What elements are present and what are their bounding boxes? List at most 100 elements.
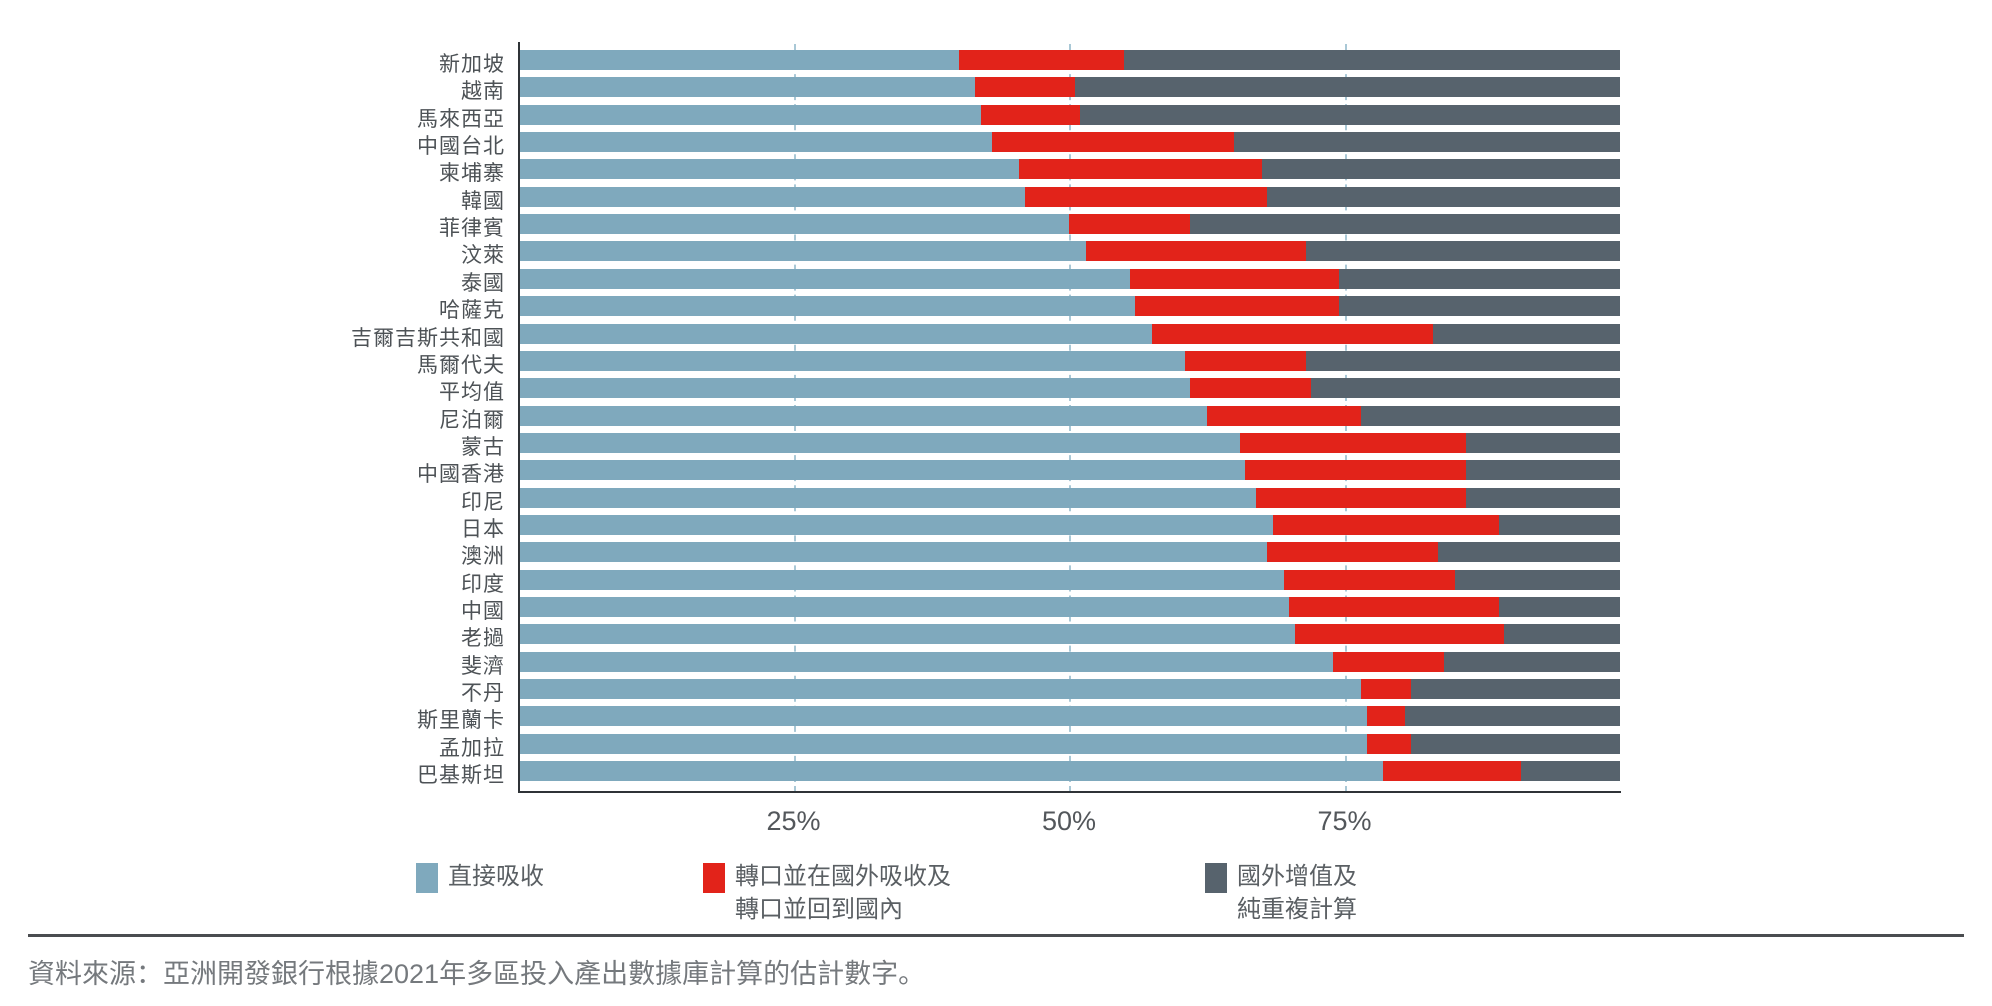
legend-label-foreign: 國外增值及 純重複計算 (1237, 863, 1357, 923)
row-label: 吉爾吉斯共和國 (351, 326, 505, 350)
bar-segment-direct (518, 378, 1191, 399)
bar-row: 柬埔寨 (0, 155, 1992, 185)
bar-track (518, 542, 1620, 563)
row-label: 平均值 (439, 381, 505, 405)
bar-row: 吉爾吉斯共和國 (0, 320, 1992, 350)
row-label: 尼泊爾 (439, 408, 505, 432)
bar-segment-reexport (1289, 597, 1499, 617)
legend-label-direct: 直接吸收 (448, 863, 544, 890)
row-label: 汶萊 (461, 244, 505, 268)
bar-track (518, 651, 1620, 672)
bar-segment-foreign (1410, 733, 1620, 754)
bar-row: 中國台北 (0, 128, 1992, 158)
row-label: 新加坡 (439, 53, 505, 76)
row-label: 日本 (461, 517, 505, 541)
bar-segment-direct (518, 706, 1367, 727)
row-label: 澳洲 (461, 545, 505, 569)
bar-track (518, 597, 1620, 617)
bar-row: 印尼 (0, 484, 1992, 514)
bar-segment-foreign (1438, 542, 1620, 563)
bar-row: 斐濟 (0, 648, 1992, 678)
bar-row: 馬來西亞 (0, 101, 1992, 131)
bar-track (518, 77, 1620, 98)
bar-segment-direct (518, 460, 1246, 481)
bar-row: 哈薩克 (0, 292, 1992, 322)
bar-row: 越南 (0, 73, 1992, 103)
bar-segment-direct (518, 651, 1334, 672)
bar-segment-reexport (1245, 460, 1466, 481)
row-label: 越南 (461, 80, 505, 104)
row-label: 斐濟 (461, 654, 505, 678)
bar-segment-direct (518, 405, 1207, 426)
bar-segment-reexport (1069, 214, 1191, 235)
row-label: 蒙古 (461, 435, 505, 459)
bar-segment-direct (518, 487, 1257, 508)
bar-segment-foreign (1080, 104, 1620, 125)
bar-row: 韓國 (0, 183, 1992, 213)
bar-segment-foreign (1267, 186, 1620, 207)
legend-swatch-reexport (703, 863, 725, 893)
row-label: 馬來西亞 (417, 107, 505, 131)
bar-row: 平均值 (0, 374, 1992, 404)
bar-segment-direct (518, 624, 1295, 645)
bar-segment-reexport (1333, 651, 1444, 672)
bar-track (518, 296, 1620, 317)
bar-row: 汶萊 (0, 237, 1992, 267)
bar-segment-reexport (1366, 733, 1411, 754)
bar-segment-foreign (1504, 624, 1620, 645)
bar-segment-reexport (1085, 241, 1306, 262)
bar-segment-reexport (1272, 514, 1499, 535)
bar-segment-foreign (1305, 241, 1620, 262)
x-axis-line (518, 791, 1621, 793)
row-label: 哈薩克 (439, 299, 505, 323)
row-label: 巴基斯坦 (417, 764, 505, 788)
bar-row: 中國香港 (0, 456, 1992, 486)
legend-swatch-direct (416, 863, 438, 893)
row-label: 泰國 (461, 271, 505, 295)
bar-track (518, 350, 1620, 371)
tick-label-50: 50% (1041, 806, 1097, 836)
bar-segment-direct (518, 597, 1290, 617)
bar-track (518, 569, 1620, 590)
bar-track (518, 405, 1620, 426)
bar-segment-foreign (1443, 651, 1620, 672)
legend-swatch-foreign (1205, 863, 1227, 893)
row-label: 老撾 (461, 627, 505, 651)
bar-segment-direct (518, 50, 959, 70)
bar-track (518, 186, 1620, 207)
bar-segment-reexport (1256, 487, 1466, 508)
bar-track (518, 378, 1620, 399)
bar-segment-direct (518, 432, 1240, 453)
bar-segment-reexport (1294, 624, 1505, 645)
bar-segment-foreign (1190, 214, 1620, 235)
bar-segment-direct (518, 569, 1284, 590)
bar-row: 日本 (0, 511, 1992, 541)
bar-segment-reexport (958, 50, 1125, 70)
bar-segment-foreign (1405, 706, 1620, 727)
bar-segment-foreign (1261, 159, 1620, 180)
bar-track (518, 214, 1620, 235)
bar-segment-direct (518, 761, 1384, 782)
bar-row: 菲律賓 (0, 210, 1992, 240)
bar-segment-direct (518, 514, 1273, 535)
legend-label-reexport: 轉口並在國外吸收及 轉口並回到國內 (735, 863, 951, 923)
bar-segment-reexport (1190, 378, 1312, 399)
bar-segment-direct (518, 214, 1069, 235)
bar-segment-foreign (1432, 323, 1620, 344)
bar-segment-reexport (1135, 296, 1339, 317)
bar-segment-foreign (1465, 487, 1620, 508)
bar-row: 尼泊爾 (0, 402, 1992, 432)
row-label: 孟加拉 (439, 736, 505, 760)
bar-row: 澳洲 (0, 538, 1992, 568)
bar-segment-direct (518, 159, 1020, 180)
bar-track (518, 460, 1620, 481)
bar-segment-reexport (1361, 679, 1411, 700)
row-label: 中國 (461, 600, 505, 623)
bar-track (518, 132, 1620, 153)
bar-row: 印度 (0, 566, 1992, 596)
source-divider (28, 934, 1964, 937)
bar-track (518, 514, 1620, 535)
bar-segment-reexport (1206, 405, 1362, 426)
bar-segment-reexport (1151, 323, 1433, 344)
